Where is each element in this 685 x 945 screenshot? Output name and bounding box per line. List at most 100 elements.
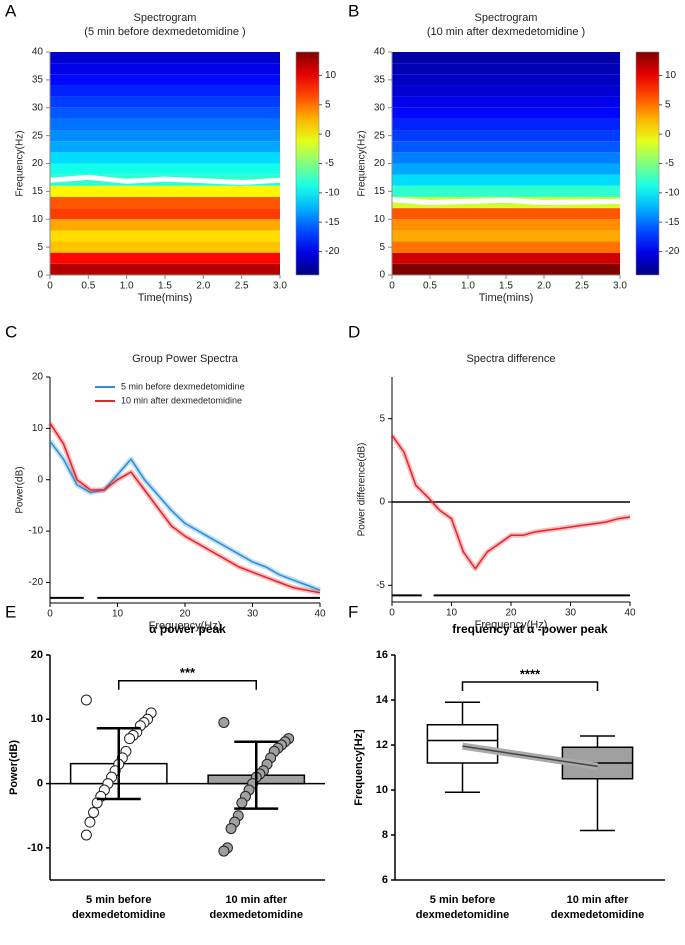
heat-cell [50, 263, 280, 275]
heat-cell [50, 208, 280, 220]
y-tick-label: 15 [374, 186, 386, 197]
y-tick-label: 12 [376, 739, 388, 751]
x-tick-label: 0 [389, 281, 395, 292]
y-tick-label: 15 [32, 186, 44, 197]
y-tick-label: 10 [32, 214, 44, 225]
heat-cell [392, 107, 620, 119]
x-tick-label: 20 [505, 608, 517, 619]
y-tick-label: 10 [32, 423, 44, 434]
x-category-label: 10 min after [567, 894, 629, 906]
panel-title: frequency at α -power peak [452, 622, 608, 636]
heat-cell [392, 163, 620, 175]
panel: A Spectrogram (5 min before dexmedetomidin… [5, 1, 340, 303]
colorbar [635, 51, 660, 276]
colorbar-tick-label: -20 [665, 246, 680, 257]
panel-letter: C [5, 322, 17, 341]
y-tick-label: 20 [31, 649, 43, 661]
y-tick-label: -5 [376, 580, 385, 591]
panel: C Group Power Spectra -20 -10 0 10 20 Power(dB)… [5, 322, 326, 631]
colorbar-tick-label: -15 [325, 217, 340, 228]
ridge-line [49, 174, 281, 185]
x-tick-label: 2.0 [196, 281, 210, 292]
colorbar-tick-label: 5 [665, 99, 671, 110]
y-tick-label: 6 [382, 874, 388, 886]
y-tick-label: 10 [376, 784, 388, 796]
y-axis-label: Frequency(Hz) [357, 130, 368, 196]
heat-cell [392, 174, 620, 186]
legend-label: 5 min before dexmedetomidine [121, 381, 245, 391]
data-point [80, 829, 92, 841]
heat-cell [392, 185, 620, 197]
x-category-label: 10 min after [225, 894, 287, 906]
y-tick-label: 14 [376, 694, 389, 706]
panel-subtitle: (5 min before dexmedetomidine ) [84, 26, 245, 38]
data-point [84, 816, 96, 828]
y-tick-label: 40 [374, 47, 386, 58]
data-point [218, 845, 230, 857]
significance-label: *** [180, 665, 196, 680]
x-axis-label: Frequency(Hz) [149, 620, 222, 632]
y-axis-label: Frequency[Hz] [353, 729, 365, 806]
y-tick-label: 0 [37, 270, 43, 281]
panel-letter: D [348, 322, 360, 341]
panel-letter: E [5, 602, 16, 621]
significance-bracket [118, 679, 257, 690]
heat-cell [392, 74, 620, 86]
panel-title: Spectra difference [466, 353, 555, 365]
heat-cell [392, 118, 620, 131]
colorbar [295, 51, 320, 276]
panel: D Spectra difference -5 0 5 Power difference(… [348, 322, 636, 630]
x-category-label: 5 min before [430, 894, 495, 906]
y-tick-label: 30 [374, 102, 386, 113]
panel-letter: A [5, 1, 17, 20]
y-tick-label: 20 [32, 158, 44, 169]
heat-cell [392, 96, 620, 108]
line-shade [47, 421, 321, 596]
x-tick-label: 3.0 [613, 281, 627, 292]
colorbar-tick-label: 5 [325, 99, 331, 110]
y-tick-label: 0 [37, 777, 43, 789]
y-tick-label: 8 [382, 829, 388, 841]
panel-title: Spectrogram [475, 12, 538, 24]
heat-cell [50, 63, 280, 75]
colorbar-tick-label: -10 [325, 187, 340, 198]
x-axis-label: Frequency(Hz) [475, 619, 548, 631]
heat-cell [392, 219, 620, 231]
x-tick-label: 3.0 [273, 281, 287, 292]
y-tick-label: 25 [374, 130, 386, 141]
y-tick-label: -10 [29, 526, 44, 537]
data-point [218, 717, 230, 728]
x-category-label: dexmedetomidine [209, 909, 303, 921]
panel-letter: F [348, 602, 358, 621]
x-tick-label: 0.5 [81, 281, 95, 292]
heat-cell [50, 219, 280, 231]
y-tick-label: -20 [29, 577, 44, 588]
y-tick-label: -10 [27, 842, 43, 854]
data-point [225, 823, 237, 835]
heat-cell [392, 252, 620, 264]
data-point [124, 733, 136, 745]
ridge-line [391, 197, 621, 205]
x-tick-label: 1.5 [499, 281, 513, 292]
heat-cell [392, 263, 620, 275]
y-axis-label: Power difference(dB) [357, 443, 368, 537]
line [49, 422, 321, 594]
x-tick-label: 0.5 [423, 281, 437, 292]
x-axis-label: Time(mins) [138, 292, 193, 304]
heat-cell [50, 241, 280, 253]
y-tick-label: 40 [32, 47, 44, 58]
y-tick-label: 20 [32, 372, 44, 383]
heat-cell [50, 74, 280, 86]
heat-cell [392, 230, 620, 242]
panel: B Spectrogram (10 min after dexmedetomidin… [348, 1, 680, 303]
x-axis-label: Time(mins) [479, 292, 534, 304]
colorbar-tick-label: 0 [325, 129, 331, 140]
y-tick-label: 0 [37, 474, 43, 485]
y-axis-label: Frequency(Hz) [15, 130, 26, 196]
line [49, 440, 321, 591]
y-axis-label: Power(dB) [8, 740, 20, 795]
y-tick-label: 0 [379, 270, 385, 281]
x-tick-label: 1.0 [461, 281, 475, 292]
heat-cell [50, 163, 280, 175]
